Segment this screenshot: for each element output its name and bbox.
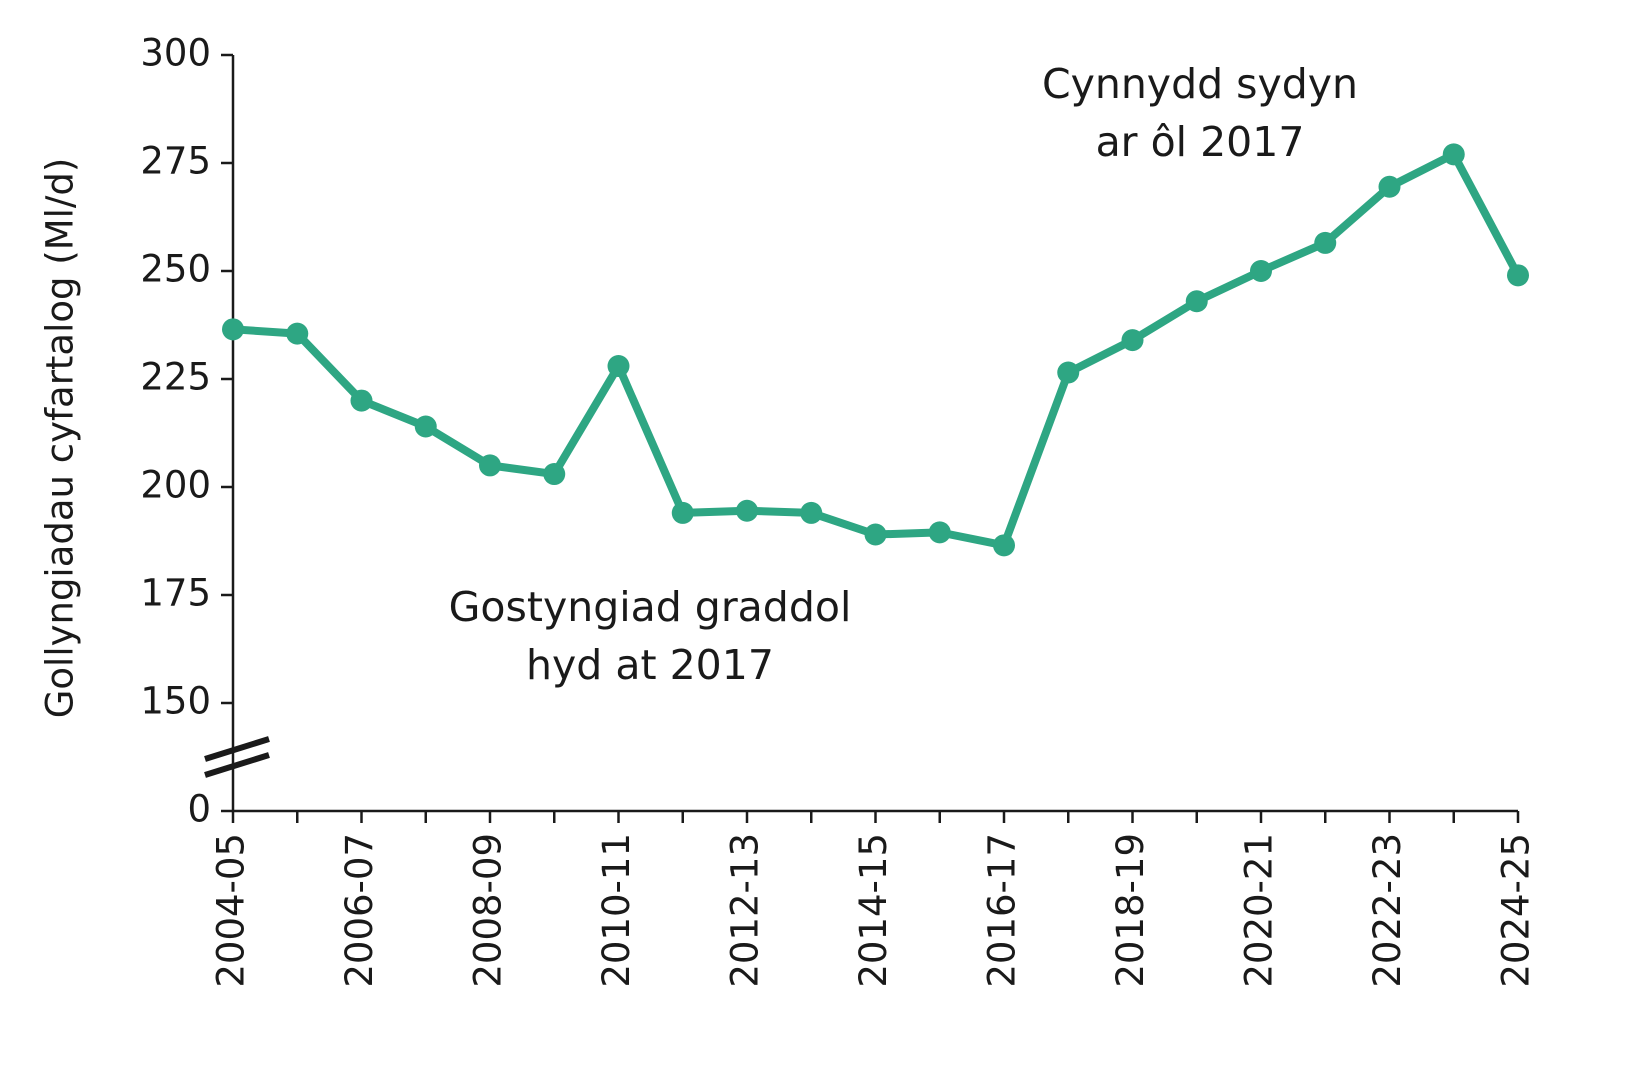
x-tick-label: 2008-09	[467, 833, 510, 988]
data-point	[1314, 231, 1337, 254]
x-tick-label: 2012-13	[724, 833, 767, 988]
x-tick-label: 2010-11	[595, 833, 638, 988]
axis-break	[204, 752, 270, 778]
annotation: ar ôl 2017	[1096, 118, 1305, 166]
x-tick-label: 2018-19	[1109, 833, 1152, 988]
data-point	[222, 318, 244, 341]
y-axis-label: Gollyngiadau cyfartalog (Ml/d)	[39, 158, 82, 719]
y-tick-label: 300	[140, 32, 211, 75]
data-point	[607, 355, 630, 378]
data-point	[1121, 329, 1144, 352]
data-point	[671, 501, 694, 524]
data-point	[928, 521, 951, 544]
annotation: Cynnydd sydyn	[1042, 60, 1358, 108]
y-tick-label: 200	[140, 464, 211, 507]
y-tick-label: 0	[187, 788, 211, 831]
data-line	[232, 150, 1522, 550]
data-point	[1442, 143, 1465, 166]
data-point	[414, 415, 437, 438]
y-tick-label: 225	[140, 356, 211, 399]
x-tick-label: 2004-05	[210, 833, 253, 988]
annotation: Gostyngiad graddol	[449, 583, 852, 631]
data-point	[993, 534, 1015, 557]
data-point	[864, 523, 887, 546]
data-point	[479, 454, 501, 477]
x-tick-label: 2014-15	[852, 833, 895, 988]
data-point	[543, 463, 566, 486]
x-tick-label: 2016-17	[981, 833, 1024, 988]
data-point	[1057, 361, 1080, 384]
x-tick-label: 2006-07	[338, 833, 381, 988]
y-tick-label: 150	[140, 680, 211, 723]
x-tick-label: 2024-25	[1495, 833, 1538, 988]
annotation: hyd at 2017	[526, 641, 774, 689]
y-tick-label: 250	[140, 248, 211, 291]
data-point	[800, 501, 823, 524]
data-point	[1250, 260, 1272, 282]
y-tick-label: 175	[140, 572, 211, 615]
x-tick-label: 2020-21	[1238, 833, 1281, 988]
x-tick-label: 2022-23	[1366, 833, 1409, 988]
axis-break	[204, 736, 270, 762]
y-tick-label: 275	[140, 140, 211, 183]
data-point	[1185, 290, 1208, 313]
data-point	[1378, 175, 1401, 198]
data-point	[736, 499, 758, 522]
data-point	[1507, 264, 1529, 287]
data-point	[286, 322, 309, 345]
data-point	[350, 389, 373, 412]
